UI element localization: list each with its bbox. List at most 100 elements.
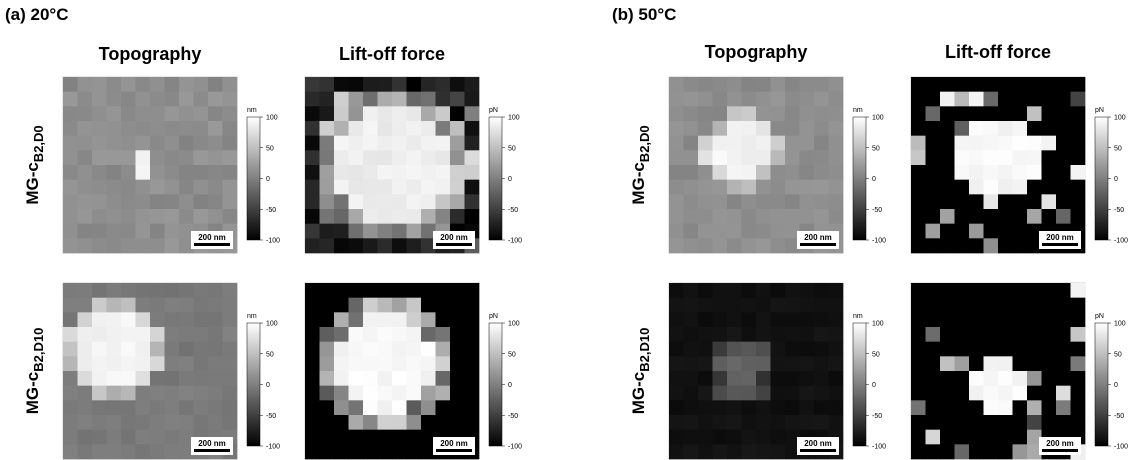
image-pixel xyxy=(179,327,194,342)
image-pixel xyxy=(828,283,844,298)
image-pixel xyxy=(135,341,151,357)
image-pixel xyxy=(150,121,165,136)
image-pixel xyxy=(712,327,728,342)
image-pixel xyxy=(1041,356,1057,372)
image-pixel xyxy=(683,444,699,460)
image-pixel xyxy=(1070,150,1086,166)
image-pixel xyxy=(683,341,699,357)
image-pixel xyxy=(450,312,465,328)
image-pixel xyxy=(770,415,786,430)
image-pixel xyxy=(785,106,800,122)
image-pixel xyxy=(799,327,815,342)
colorbar-tick-label: -100 xyxy=(1114,444,1128,451)
image-pixel xyxy=(63,312,78,328)
image-pixel xyxy=(741,327,757,342)
image-pixel xyxy=(377,283,393,298)
image-pixel xyxy=(911,150,926,166)
image-pixel xyxy=(222,121,238,136)
image-pixel xyxy=(106,444,122,460)
image-pixel xyxy=(698,121,713,136)
image-pixel xyxy=(392,283,407,298)
image-pixel xyxy=(348,165,364,180)
image-pixel xyxy=(1056,312,1071,328)
image-pixel xyxy=(683,312,699,328)
image-pixel xyxy=(698,415,713,430)
image-pixel xyxy=(392,165,407,180)
image-pixel xyxy=(770,106,786,122)
image-pixel xyxy=(77,341,93,357)
image-pixel xyxy=(363,415,378,430)
image-pixel xyxy=(135,415,151,430)
image-pixel xyxy=(334,297,349,313)
image-pixel xyxy=(208,385,223,401)
image-pixel xyxy=(193,121,209,136)
image-pixel xyxy=(911,238,926,254)
image-pixel xyxy=(392,91,407,107)
image-pixel xyxy=(435,209,451,224)
image-pixel xyxy=(464,283,480,298)
image-pixel xyxy=(712,356,728,372)
image-pixel xyxy=(785,415,800,430)
image-pixel xyxy=(63,223,78,239)
image-pixel xyxy=(421,150,436,166)
image-pixel xyxy=(741,385,757,401)
image-pixel xyxy=(998,165,1013,180)
image-pixel xyxy=(756,385,771,401)
colorbar-tick-label: 0 xyxy=(872,382,876,389)
image-pixel xyxy=(940,106,955,122)
image-pixel xyxy=(998,371,1013,386)
image-pixel xyxy=(1070,297,1086,313)
image-pixel xyxy=(435,165,451,180)
image-pixel xyxy=(179,400,194,416)
image-pixel xyxy=(106,91,122,107)
image-pixel xyxy=(450,106,465,122)
image-pixel xyxy=(305,444,320,460)
image-pixel xyxy=(925,297,941,313)
image-pixel xyxy=(1041,400,1057,416)
image-pixel xyxy=(940,150,955,166)
image-pixel xyxy=(925,283,941,298)
image-pixel xyxy=(828,194,844,210)
image-pixel xyxy=(421,135,436,151)
image-pixel xyxy=(121,135,136,151)
image-pixel xyxy=(363,179,378,195)
image-pixel xyxy=(363,223,378,239)
image-pixel xyxy=(222,415,238,430)
image-pixel xyxy=(406,77,422,92)
image-pixel xyxy=(208,297,223,313)
image-pixel xyxy=(1070,194,1086,210)
image-pixel xyxy=(1056,356,1071,372)
image-pixel xyxy=(348,444,364,460)
image-pixel xyxy=(92,385,107,401)
image-pixel xyxy=(377,371,393,386)
image-pixel xyxy=(712,283,728,298)
image-pixel xyxy=(954,371,970,386)
image-pixel xyxy=(770,444,786,460)
image-pixel xyxy=(406,283,422,298)
scale-bar xyxy=(194,449,230,452)
image-pixel xyxy=(319,327,335,342)
image-pixel xyxy=(406,91,422,107)
image-pixel xyxy=(969,121,984,136)
row-label: MG-cB2,D10 xyxy=(23,328,46,415)
image-pixel xyxy=(828,209,844,224)
image-pixel xyxy=(983,106,999,122)
image-pixel xyxy=(319,121,335,136)
image-pixel xyxy=(712,415,728,430)
image-pixel xyxy=(135,238,151,254)
image-pixel xyxy=(363,91,378,107)
image-pixel xyxy=(828,327,844,342)
image-pixel xyxy=(222,297,238,313)
image-pixel xyxy=(305,429,320,445)
image-pixel xyxy=(135,385,151,401)
image-pixel xyxy=(135,179,151,195)
image-pixel xyxy=(969,77,984,92)
image-pixel xyxy=(1070,312,1086,328)
image-pixel xyxy=(363,77,378,92)
image-pixel xyxy=(799,77,815,92)
image-pixel xyxy=(669,223,684,239)
image-pixel xyxy=(135,312,151,328)
image-pixel xyxy=(741,106,757,122)
image-pixel xyxy=(421,121,436,136)
image-pixel xyxy=(1056,283,1071,298)
